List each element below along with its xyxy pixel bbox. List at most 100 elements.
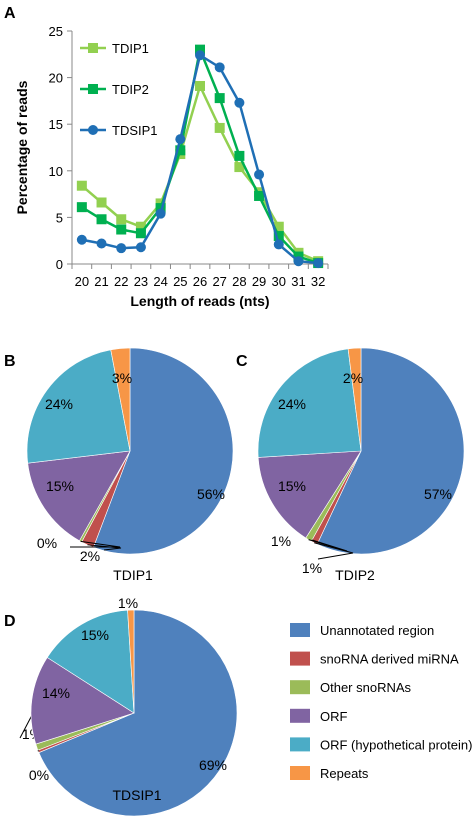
- x-tick-label: 20: [75, 274, 89, 289]
- pie-percent-label: 3%: [112, 370, 132, 386]
- panel-label-b: B: [4, 353, 16, 370]
- pie-slice-unannotated-region: [38, 609, 238, 817]
- legend-label-other-snornas: Other snoRNAs: [320, 680, 412, 695]
- y-tick-label: 25: [49, 24, 63, 39]
- legend-label-orf-hypothetical-protein: ORF (hypothetical protein): [320, 737, 472, 752]
- x-tick-label: 22: [114, 274, 128, 289]
- x-tick-label: 27: [212, 274, 226, 289]
- data-point: [293, 256, 304, 267]
- pie-chart-tdip1: 56% 2% 0% 15% 24% 3% TDIP1: [26, 347, 234, 583]
- legend-label-snorna-derived-mirna: snoRNA derived miRNA: [320, 652, 459, 667]
- x-tick-label: 31: [291, 274, 305, 289]
- y-tick-label: 0: [56, 257, 63, 272]
- data-point: [155, 208, 166, 219]
- pie-legend: Unannotated region snoRNA derived miRNA Ot…: [290, 623, 472, 781]
- leader-line: [314, 542, 354, 560]
- data-point: [96, 238, 107, 249]
- y-tick-label: 15: [49, 117, 63, 132]
- legend-label-unannotated-region: Unannotated region: [320, 623, 434, 638]
- pie-slice-orf-hypothetical-protein: [46, 609, 135, 714]
- x-tick-label: 30: [272, 274, 286, 289]
- pie-percent-label: 14%: [42, 685, 70, 701]
- pie-percent-label: 15%: [278, 478, 306, 494]
- data-point: [195, 44, 205, 55]
- legend-label-tdip1: TDIP1: [112, 41, 149, 56]
- legend-swatch-orf-hypothetical-protein: [290, 737, 310, 752]
- pie-percent-label: 2%: [343, 370, 363, 386]
- panel-label-a: A: [4, 5, 16, 22]
- pie-percent-label: 69%: [199, 757, 227, 773]
- pie-slice-repeats: [127, 609, 135, 714]
- legend-marker: [88, 125, 98, 135]
- pie-slice-unannotated-region: [316, 347, 465, 555]
- pie-title: TDSIP1: [112, 787, 161, 803]
- data-point: [254, 190, 265, 201]
- pie-percent-label: 0%: [37, 535, 57, 551]
- pie-percent-label: 57%: [424, 486, 452, 502]
- pie-slice-unannotated-region: [93, 347, 234, 555]
- pie-slice-orf: [27, 450, 131, 542]
- leader-line: [87, 544, 122, 551]
- data-point: [195, 80, 205, 91]
- y-tick-label: 5: [56, 210, 63, 225]
- y-tick-label: 20: [49, 71, 63, 86]
- data-point: [155, 203, 166, 214]
- pie-slice-orf-hypothetical-protein: [257, 348, 362, 458]
- legend-label-repeats: Repeats: [320, 766, 369, 781]
- pie-percent-label: 15%: [81, 627, 109, 643]
- data-point: [234, 97, 245, 108]
- data-point: [175, 145, 186, 156]
- pie-slice-repeats: [347, 347, 362, 452]
- leader-line: [308, 539, 348, 552]
- y-axis-title: Percentage of reads: [14, 80, 30, 214]
- legend-swatch-unannotated-region: [290, 623, 310, 637]
- legend-marker: [88, 84, 98, 94]
- legend-swatch-other-snornas: [290, 680, 310, 695]
- pie-percent-label: 24%: [45, 396, 73, 412]
- x-tick-label: 28: [232, 274, 246, 289]
- x-tick-label: 29: [252, 274, 266, 289]
- pie-slice-orf: [257, 450, 362, 539]
- data-point: [116, 214, 127, 225]
- pie-percent-label: 2%: [80, 548, 100, 564]
- legend-label-tdsip1: TDSIP1: [112, 123, 158, 138]
- legend-swatch-orf: [290, 708, 310, 723]
- data-point: [76, 234, 87, 245]
- data-point: [96, 214, 107, 225]
- data-point: [214, 62, 225, 73]
- data-point: [273, 221, 284, 232]
- data-point: [214, 93, 225, 104]
- pie-chart-tdip2: 57% 1% 1% 15% 24% 2% TDIP2: [257, 347, 465, 583]
- pie-percent-label: 1%: [118, 595, 138, 611]
- panel-label-d: D: [4, 613, 16, 630]
- data-point: [135, 242, 146, 253]
- legend-marker: [88, 43, 98, 53]
- x-tick-label: 21: [94, 274, 108, 289]
- data-point: [135, 228, 146, 239]
- x-tick-label: 25: [173, 274, 187, 289]
- y-tick-label: 10: [49, 164, 63, 179]
- legend-label-tdip2: TDIP2: [112, 82, 149, 97]
- pie-chart-tdsip1: 69%0%1%14%15%1%TDSIP1: [19, 595, 238, 817]
- data-point: [135, 221, 146, 232]
- data-point: [76, 202, 87, 213]
- legend-label-orf: ORF: [320, 709, 348, 724]
- data-point: [116, 243, 127, 254]
- data-point: [116, 224, 127, 235]
- data-point: [313, 258, 324, 269]
- data-point: [195, 50, 205, 61]
- x-axis-title: Length of reads (nts): [130, 293, 269, 309]
- leader-line: [70, 540, 121, 548]
- data-point: [254, 169, 265, 180]
- legend-swatch-repeats: [290, 766, 310, 780]
- x-tick-label: 26: [193, 274, 207, 289]
- legend-swatch-snorna-derived-mirna: [290, 651, 310, 666]
- pie-title: TDIP1: [113, 567, 153, 583]
- data-point: [273, 231, 284, 242]
- panel-label-c: C: [236, 353, 248, 370]
- data-point: [234, 162, 245, 173]
- pie-percent-label: 56%: [197, 486, 225, 502]
- pie-percent-label: 1%: [302, 560, 322, 576]
- data-point: [175, 134, 186, 145]
- pie-slice-repeats: [110, 347, 131, 452]
